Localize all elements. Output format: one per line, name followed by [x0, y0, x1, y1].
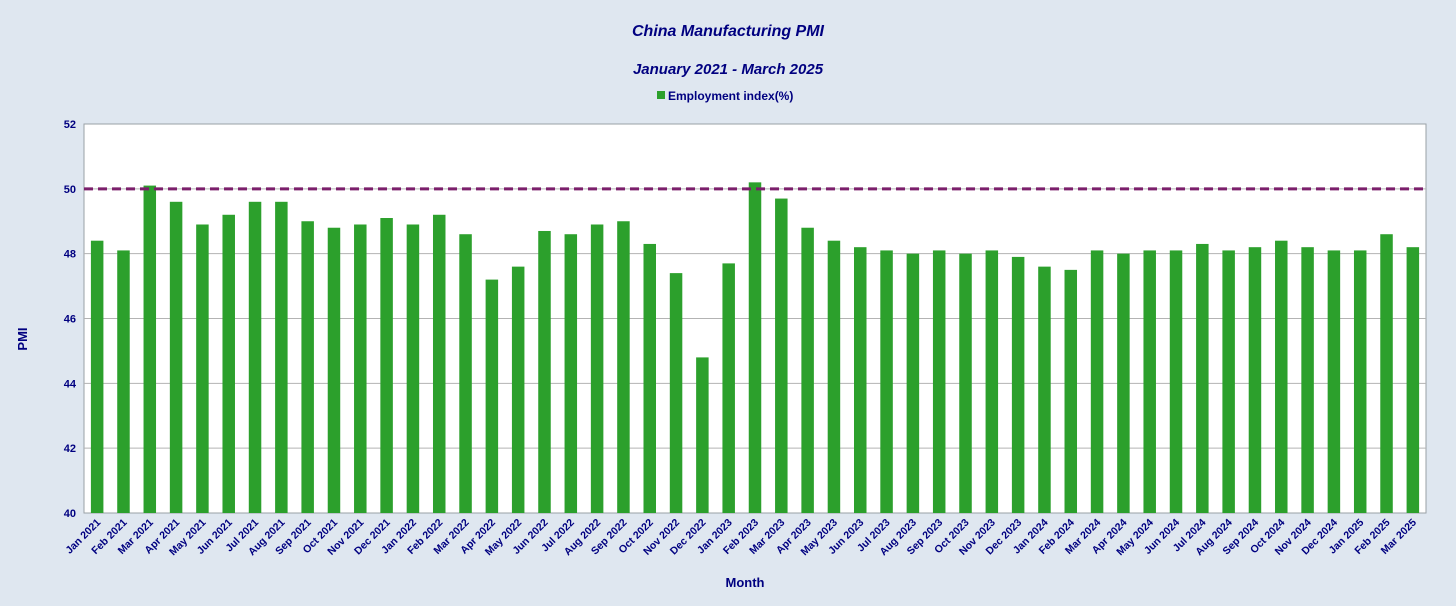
bar	[485, 279, 499, 513]
x-axis-label: Month	[726, 575, 765, 590]
bar	[932, 250, 946, 514]
bar	[1169, 250, 1183, 514]
y-axis-ticks: 40 42 44 46 48 50 52	[64, 119, 77, 520]
bar	[827, 240, 841, 513]
y-tick-label: 50	[64, 184, 76, 196]
y-tick-label: 52	[64, 119, 76, 131]
bar	[327, 227, 341, 513]
bar	[248, 201, 262, 514]
bar	[959, 253, 972, 513]
bar	[222, 214, 235, 513]
bar	[1353, 250, 1367, 514]
chart-title: China Manufacturing PMI	[632, 23, 825, 40]
bar	[1406, 247, 1420, 513]
bar	[1143, 250, 1156, 514]
bar	[880, 250, 893, 514]
y-tick-label: 44	[64, 378, 77, 390]
bar	[511, 266, 525, 513]
bar	[985, 250, 999, 514]
bar	[1011, 256, 1025, 513]
bar	[1064, 269, 1078, 513]
bar	[854, 247, 867, 513]
bar	[643, 243, 656, 514]
bar	[564, 234, 578, 513]
bar	[906, 253, 920, 513]
bars	[90, 182, 1420, 514]
bar	[1275, 240, 1288, 513]
chart-subtitle: January 2021 - March 2025	[633, 61, 824, 78]
y-axis-label: PMI	[15, 327, 30, 350]
bar	[117, 250, 130, 514]
bar	[196, 224, 209, 513]
legend-label: Employment index(%)	[668, 89, 793, 103]
bar	[406, 224, 420, 513]
bar	[748, 182, 762, 513]
bar	[617, 221, 630, 513]
bar	[775, 198, 788, 513]
bar	[590, 224, 604, 513]
bar	[1038, 266, 1051, 513]
bar	[90, 240, 104, 513]
bar	[538, 230, 551, 513]
bar	[1248, 247, 1262, 513]
bar	[459, 234, 472, 513]
y-tick-label: 42	[64, 443, 76, 455]
bar	[801, 227, 814, 513]
bar	[380, 218, 393, 513]
bar	[354, 224, 367, 513]
bar	[1196, 243, 1209, 514]
y-tick-label: 48	[64, 249, 76, 261]
legend: Employment index(%)	[657, 89, 793, 103]
bar	[669, 273, 683, 513]
bar	[696, 357, 709, 513]
bar	[1117, 253, 1130, 513]
bar	[275, 201, 288, 514]
bar	[169, 201, 183, 514]
bar	[1327, 250, 1341, 514]
bar	[432, 214, 446, 513]
bar	[1090, 250, 1104, 514]
y-tick-label: 40	[64, 508, 76, 520]
y-tick-label: 46	[64, 314, 76, 326]
bar	[722, 263, 735, 513]
legend-swatch	[657, 91, 665, 99]
bar	[1301, 247, 1314, 513]
bar	[1380, 234, 1393, 513]
bar	[301, 221, 314, 513]
bar	[143, 185, 157, 513]
bar	[1222, 250, 1235, 514]
